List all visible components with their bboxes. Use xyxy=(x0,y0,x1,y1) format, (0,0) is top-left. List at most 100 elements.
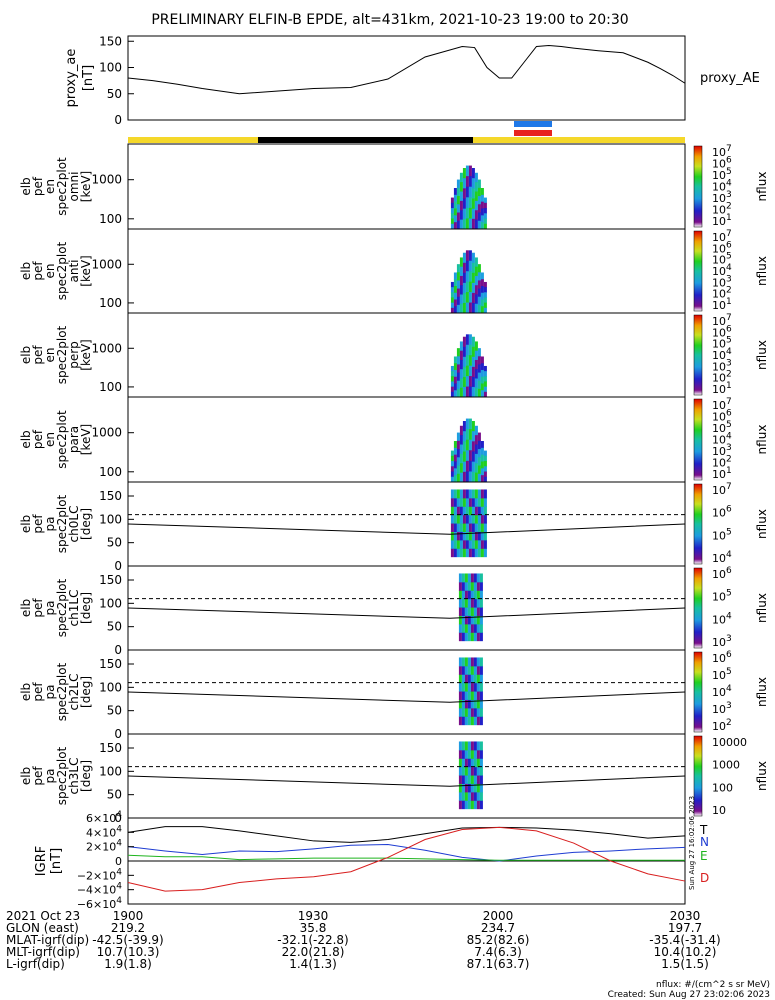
spectrogram-pixel xyxy=(480,376,484,384)
spectrogram-pixel xyxy=(468,165,472,177)
pa-spectrogram-pixel xyxy=(458,657,462,667)
pa-spectrogram-pixel xyxy=(461,590,465,600)
science-zone-red-bar xyxy=(514,130,552,136)
pa-spectrogram-pixel xyxy=(461,758,465,768)
pa-spectrogram-pixel xyxy=(458,623,462,633)
footer-row-value: 219.2 xyxy=(111,921,145,935)
spectrogram-pixel xyxy=(477,388,481,398)
colorbar xyxy=(693,567,703,649)
spectrogram-pixel xyxy=(450,292,454,298)
spectrogram-pixel xyxy=(480,215,484,223)
pa-spectrogram-pixel xyxy=(470,598,474,608)
spectrogram-pixel xyxy=(450,381,454,388)
spectrogram-pixel xyxy=(474,350,478,361)
pa-spectrogram-pixel xyxy=(479,766,483,776)
spectrogram-pixel xyxy=(462,178,466,189)
spectrogram-pixel xyxy=(474,387,478,398)
panel-ytick-label: 50 xyxy=(107,788,122,802)
spectrogram-pixel xyxy=(480,279,484,287)
pa-spectrogram-pixel xyxy=(480,539,484,549)
colorbar-tick-label: 10 xyxy=(712,804,726,817)
spectrogram-pixel xyxy=(468,186,472,198)
footer-row-value: 1.5(1.5) xyxy=(661,957,709,971)
spectrogram-pixel xyxy=(468,176,472,188)
pa-spectrogram-pixel xyxy=(464,657,468,667)
panel-ytick-label: 1000 xyxy=(91,426,122,440)
spectrogram-pixel xyxy=(459,444,463,455)
pa-spectrogram-pixel xyxy=(473,791,477,801)
spectrogram-pixel xyxy=(474,341,478,352)
panel-ylabel-word: pef xyxy=(31,176,45,196)
spectrogram-pixel xyxy=(465,218,469,230)
spectrogram-pixel xyxy=(477,372,481,382)
pa-spectrogram-pixel xyxy=(467,598,471,608)
pa-spectrogram-pixel xyxy=(476,758,480,768)
spectrogram-pixel xyxy=(480,292,484,300)
pa-spectrogram-pixel xyxy=(479,623,483,633)
spectrogram-pixel xyxy=(459,463,463,474)
spectrogram-pixel xyxy=(483,281,487,288)
pa-spectrogram-pixel xyxy=(474,497,478,507)
spectrogram-pixel xyxy=(465,365,469,377)
pa-spectrogram-pixel xyxy=(456,548,460,558)
spectrogram-pixel xyxy=(468,450,472,462)
footer-row-value: -35.4(-31.4) xyxy=(649,933,720,947)
colorbar xyxy=(693,483,703,565)
spectrogram-pixel xyxy=(471,282,475,294)
spectrogram-pixel xyxy=(456,220,460,230)
pa-spectrogram-pixel xyxy=(464,581,468,591)
spectrogram-pixel xyxy=(477,457,481,467)
pa-spectrogram-pixel xyxy=(456,489,460,499)
panel-ylabel-word: en xyxy=(43,264,57,279)
spectrogram-pixel xyxy=(462,366,466,378)
colorbar xyxy=(693,398,703,481)
spectrogram-pixel xyxy=(480,201,484,209)
created-timestamp: Created: Sun Aug 27 23:02:06 2023 xyxy=(608,990,770,1000)
spectrogram-pixel xyxy=(471,356,475,368)
spectrogram-pixel xyxy=(471,272,475,284)
spectrogram-pixel xyxy=(462,218,466,230)
spectrogram-pixel xyxy=(483,455,487,462)
spectrogram-pixel xyxy=(462,292,466,304)
footer-row-value: 234.7 xyxy=(481,921,515,935)
panel-ylabel-word: [deg] xyxy=(79,508,93,540)
spectrogram-pixel xyxy=(456,288,460,298)
panel-ylabel-word: spec2plot xyxy=(55,662,69,721)
pa-spectrogram-pixel xyxy=(461,707,465,717)
panel-ylabel-word: pa xyxy=(43,517,57,532)
colorbar-label: nflux xyxy=(755,425,769,455)
spectrogram-pixel xyxy=(465,355,469,367)
panel-ytick-label: 100 xyxy=(99,512,122,526)
colorbar-label: nflux xyxy=(755,256,769,286)
spectrogram-pixel xyxy=(456,296,460,306)
spectrogram-pixel xyxy=(480,454,484,462)
pa-spectrogram-pixel xyxy=(461,699,465,709)
spectrogram-pixel xyxy=(474,200,478,211)
panel-ylabel-word: pef xyxy=(31,766,45,786)
footer-row-label: 2021 Oct 23 xyxy=(6,909,80,923)
spectrogram-pixel xyxy=(480,272,484,280)
spectrogram-pixel xyxy=(465,165,469,177)
spectrogram-pixel xyxy=(450,197,454,204)
footer-row-value: 1.9(1.8) xyxy=(104,957,152,971)
panel-ytick-label: 0 xyxy=(114,559,122,573)
pa-spectrogram-pixel xyxy=(470,783,474,793)
pa-spectrogram-pixel xyxy=(473,741,477,751)
pa-spectrogram-pixel xyxy=(473,657,477,667)
pa-spectrogram-pixel xyxy=(470,775,474,784)
panel-ylabel-word: pef xyxy=(31,261,45,281)
panel-ytick-label: 0 xyxy=(114,811,122,825)
spectrogram-pixel xyxy=(483,386,487,393)
pa-spectrogram-pixel xyxy=(467,581,471,591)
pa-spectrogram-pixel xyxy=(479,632,483,642)
spectrogram-pixel xyxy=(468,334,472,346)
panel-ylabel-word: omni xyxy=(67,172,81,202)
spectrogram-pixel xyxy=(465,302,469,314)
spectrogram-pixel xyxy=(483,302,487,309)
colorbar xyxy=(693,230,703,312)
pa-spectrogram-pixel xyxy=(464,707,468,717)
igrf-line-D xyxy=(127,826,686,892)
panel-ytick-label: 100 xyxy=(99,212,122,226)
